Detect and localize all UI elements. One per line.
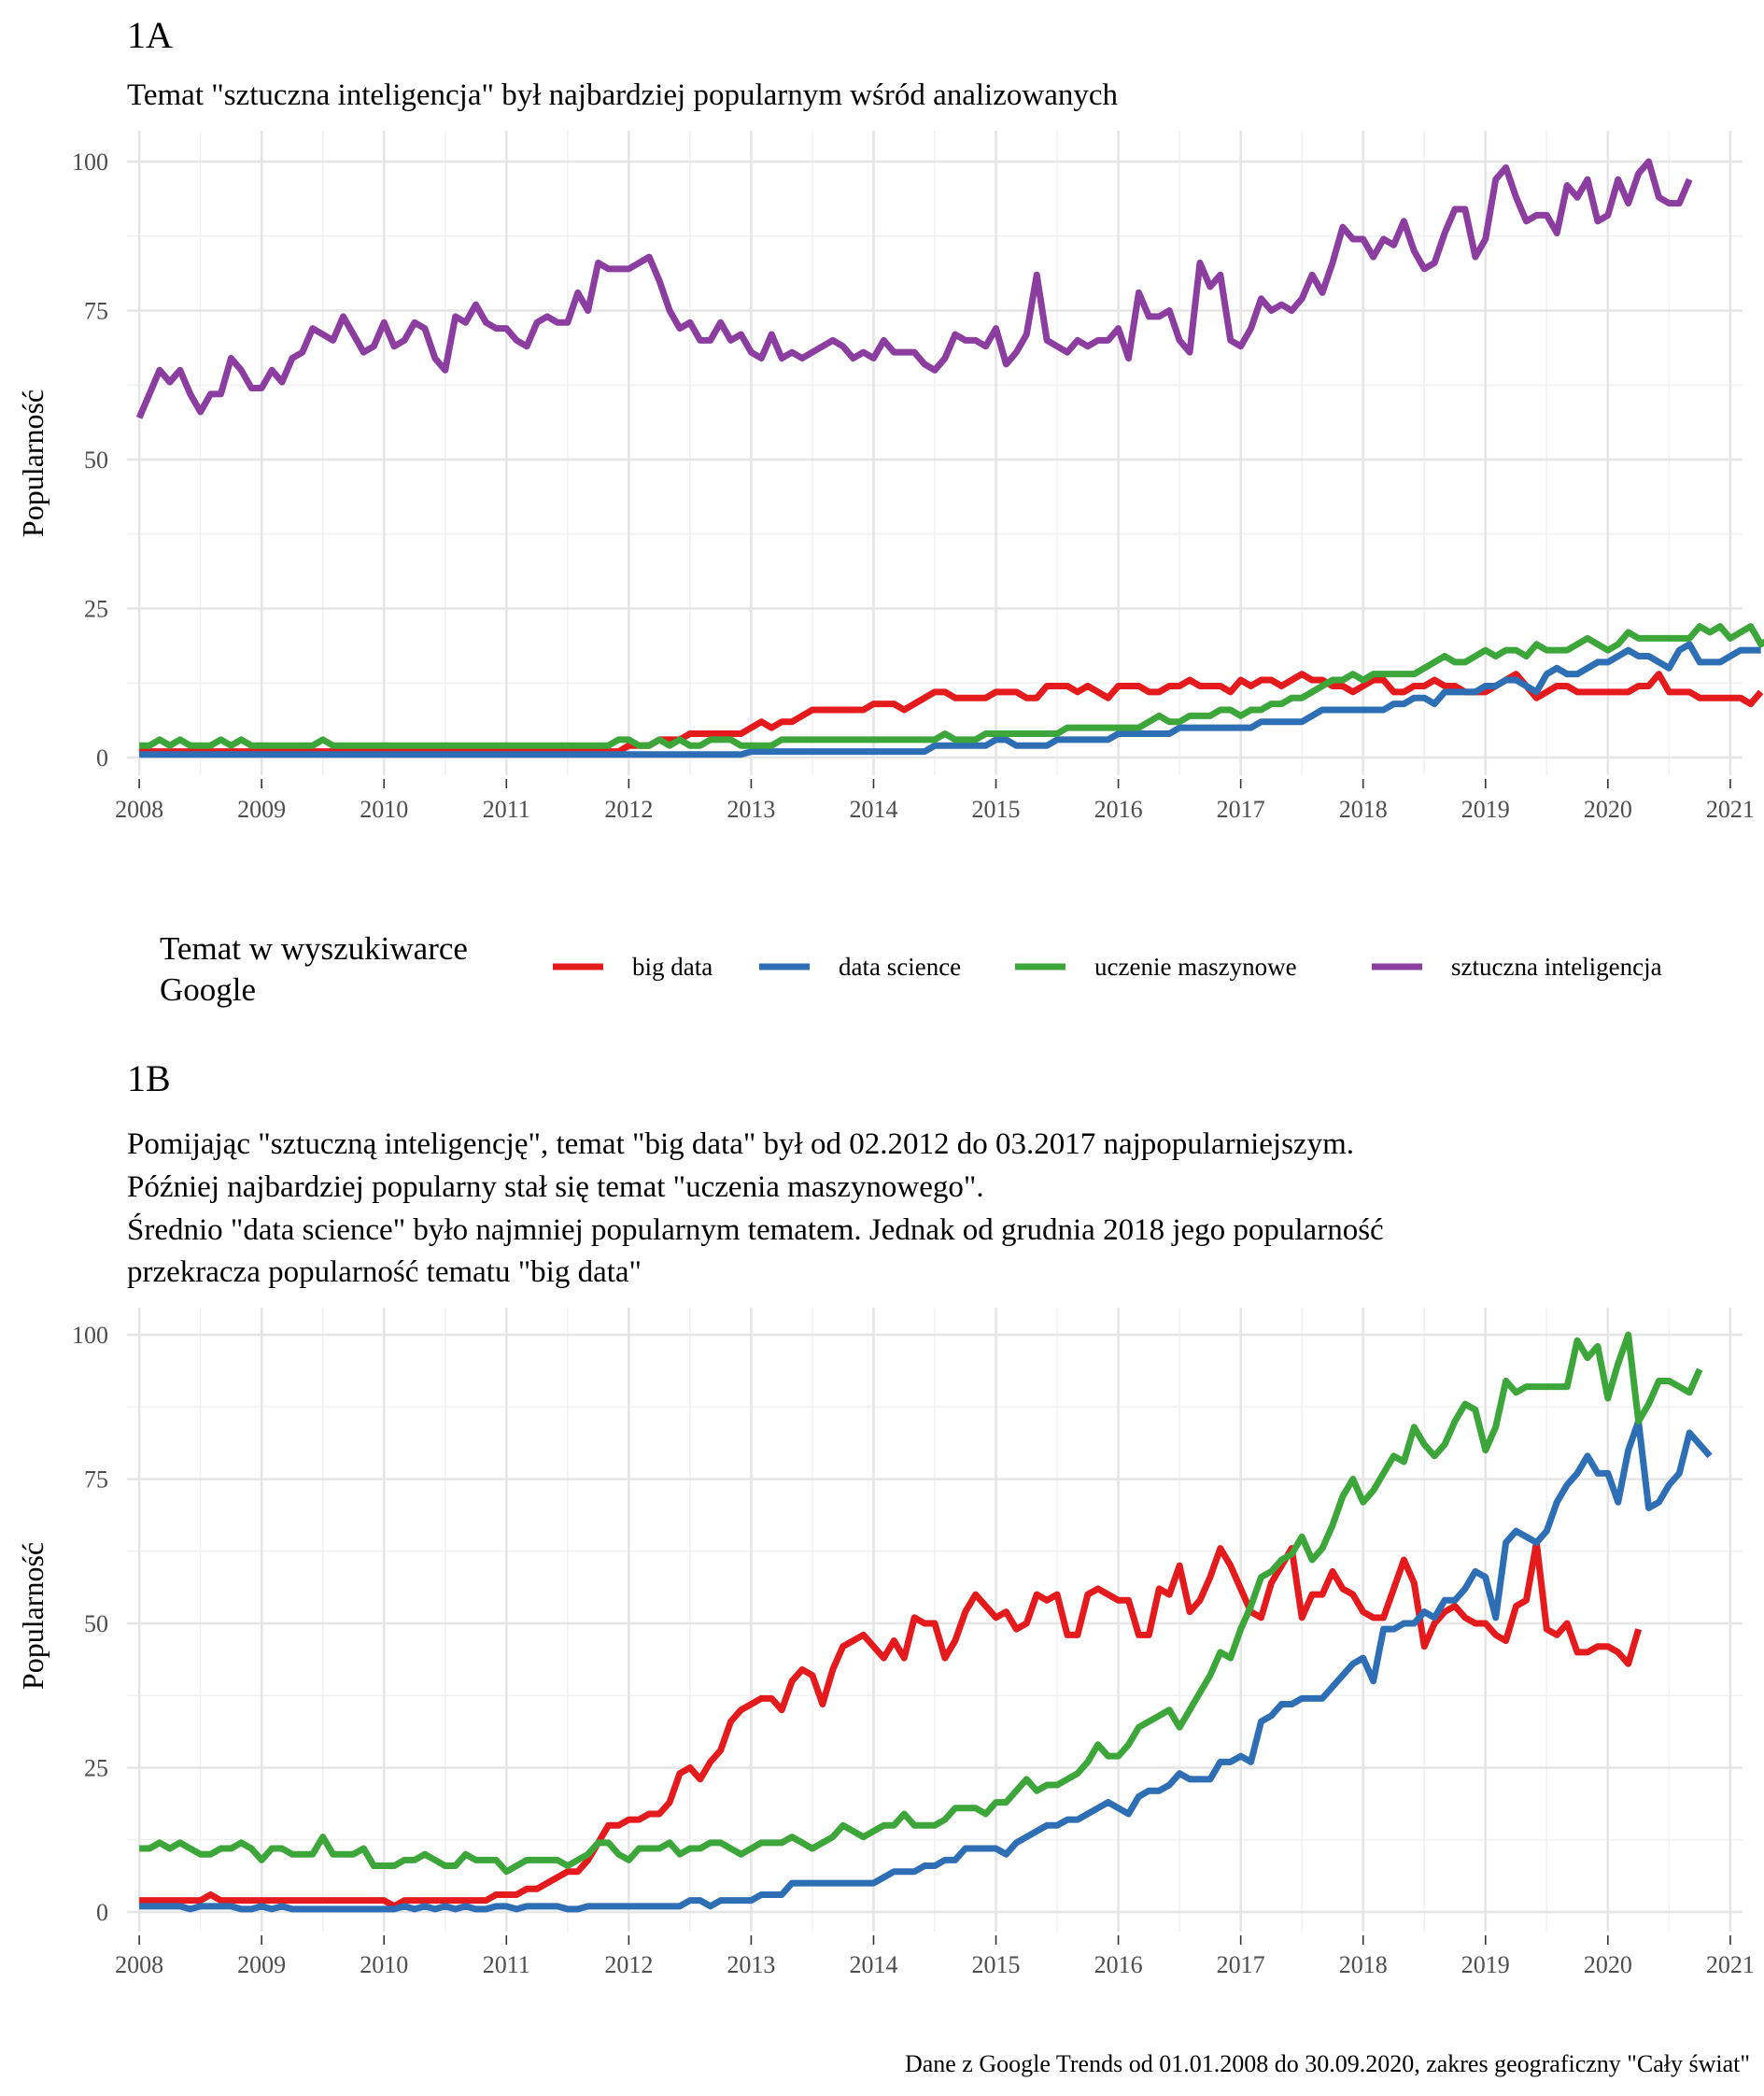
- y-tick-label: 25: [84, 1755, 108, 1782]
- series-line-uczenie-maszynowe-1a: [139, 623, 1764, 749]
- panel-1a: 1A Temat "sztuczna inteligencja" był naj…: [16, 14, 1764, 823]
- panel-1b: 1B Pomijając "sztuczną inteligencję", te…: [16, 1057, 1755, 1978]
- x-tick-label: 2008: [115, 1951, 163, 1978]
- legend-label: big data: [632, 953, 713, 981]
- x-tick-label: 2011: [483, 796, 530, 823]
- legend-item-uczenie-maszynowe: uczenie maszynowe: [1015, 953, 1297, 981]
- y-tick-label: 25: [84, 596, 108, 623]
- x-tick-label: 2016: [1094, 796, 1143, 823]
- plot-area-1a: 2008 2009 2010 2011 2012 2013 2014 2015 2016 2017…: [72, 131, 1764, 823]
- x-tick-label: 2019: [1461, 1951, 1510, 1978]
- legend-title-line-2: Google: [160, 971, 256, 1008]
- x-tick-label: 2021: [1706, 1951, 1755, 1978]
- x-tick-label: 2015: [972, 796, 1021, 823]
- x-tick-label: 2012: [604, 1951, 653, 1978]
- series-line-data-science-1b: [139, 1418, 1713, 1913]
- legend-label: sztuczna inteligencja: [1451, 953, 1662, 981]
- y-tick-label: 100: [72, 149, 108, 176]
- subtitle-1b-line-2: Później najbardziej popularny stał się t…: [127, 1170, 984, 1204]
- x-tick-label: 2010: [360, 796, 408, 823]
- panel-label-1b: 1B: [127, 1057, 171, 1099]
- legend-item-data-science: data science: [759, 953, 961, 981]
- series-line-uczenie-maszynowe-1b: [139, 1331, 1703, 1876]
- legend-items: big data data science uczenie maszynowe szt…: [553, 953, 1662, 981]
- y-tick-label: 50: [84, 446, 108, 474]
- caption: Dane z Google Trends od 01.01.2008 do 30…: [905, 2050, 1750, 2077]
- series-line-big-data-1b: [139, 1538, 1642, 1910]
- legend: Temat w wyszukiwarce Google big data data…: [160, 930, 1662, 1008]
- y-tick-label: 100: [72, 1322, 108, 1349]
- x-tick-label: 2011: [483, 1951, 530, 1978]
- plot-area-1b: 2008 2009 2010 2011 2012 2013 2014 2015 2016 2017…: [72, 1308, 1755, 1978]
- x-tick-label: 2009: [237, 796, 286, 823]
- subtitle-1b-line-1: Pomijając "sztuczną inteligencję", temat…: [127, 1127, 1354, 1161]
- x-tick-label: 2018: [1339, 796, 1388, 823]
- x-tick-label: 2017: [1217, 1951, 1265, 1978]
- series-line-data-science-1a: [139, 641, 1761, 758]
- y-tick-label: 75: [84, 1466, 108, 1494]
- x-tick-label: 2008: [115, 796, 163, 823]
- legend-item-big-data: big data: [553, 953, 713, 981]
- y-tick-label: 0: [96, 744, 108, 772]
- y-tick-label: 50: [84, 1610, 108, 1637]
- subtitle-1a-line-1: Temat "sztuczna inteligencja" był najbar…: [127, 78, 1118, 112]
- x-tick-label: 2013: [727, 1951, 775, 1978]
- x-tick-label: 2020: [1584, 1951, 1632, 1978]
- legend-title-line-1: Temat w wyszukiwarce: [160, 930, 468, 967]
- subtitle-1b-line-3: Średnio "data science" było najmniej pop…: [127, 1211, 1384, 1247]
- x-tick-label: 2012: [604, 796, 653, 823]
- legend-item-sztuczna-inteligencja: sztuczna inteligencja: [1372, 953, 1662, 981]
- x-tick-label: 2013: [727, 796, 775, 823]
- x-tick-label: 2018: [1339, 1951, 1388, 1978]
- x-tick-label: 2021: [1706, 796, 1755, 823]
- legend-label: data science: [839, 953, 961, 981]
- x-tick-label: 2020: [1584, 796, 1632, 823]
- x-tick-label: 2014: [849, 796, 897, 823]
- x-tick-label: 2010: [360, 1951, 408, 1978]
- y-axis-title-1b: Popularność: [16, 1542, 49, 1690]
- y-axis-title-1a: Popularność: [16, 389, 49, 537]
- x-tick-label: 2009: [237, 1951, 286, 1978]
- x-tick-label: 2017: [1217, 796, 1265, 823]
- panel-label-1a: 1A: [127, 14, 173, 56]
- subtitle-1b-line-4: przekracza popularność tematu "big data": [127, 1255, 642, 1289]
- legend-label: uczenie maszynowe: [1094, 953, 1297, 981]
- y-tick-label: 0: [96, 1899, 108, 1926]
- x-tick-label: 2014: [849, 1951, 897, 1978]
- x-tick-label: 2016: [1094, 1951, 1143, 1978]
- y-tick-label: 75: [84, 298, 108, 325]
- x-tick-label: 2015: [972, 1951, 1021, 1978]
- series-line-sztuczna-inteligencja-1a: [135, 158, 1693, 419]
- x-tick-label: 2019: [1461, 796, 1510, 823]
